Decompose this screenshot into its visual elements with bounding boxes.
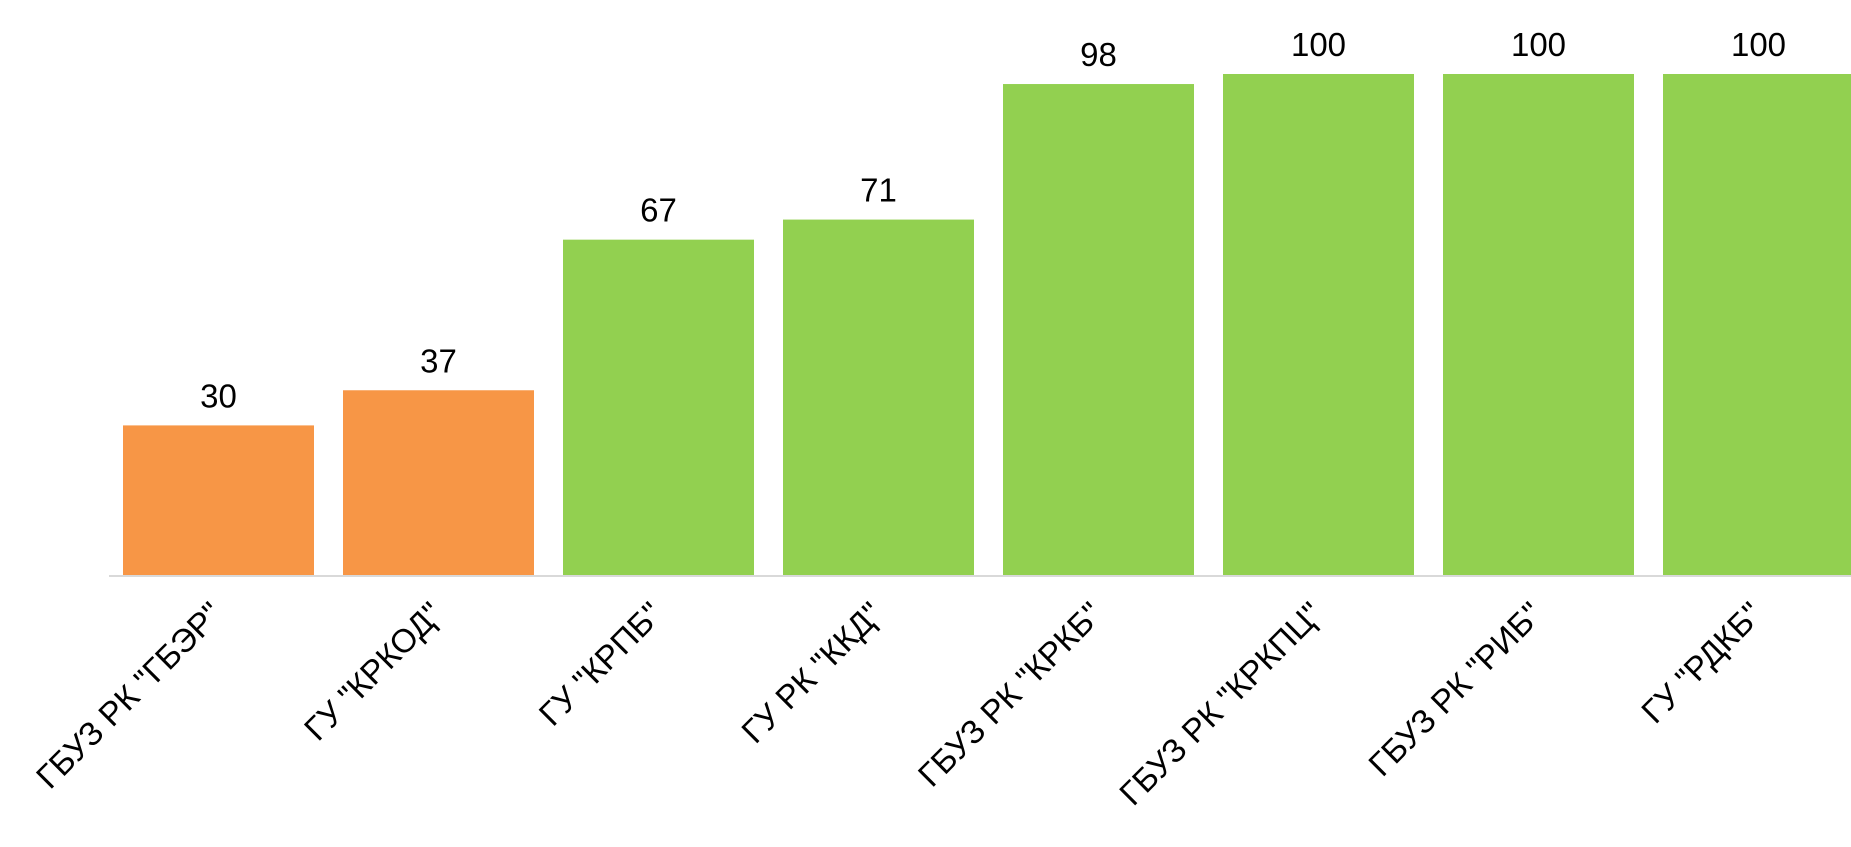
bar (1663, 74, 1851, 576)
data-label: 71 (860, 172, 897, 209)
bar (783, 219, 974, 576)
bar (343, 390, 534, 576)
x-tick-label: ГБУЗ РК "КРКБ" (911, 595, 1110, 794)
x-tick-label: ГБУЗ РК "РИБ" (1361, 595, 1549, 783)
data-label: 100 (1291, 26, 1346, 63)
data-label: 30 (200, 377, 237, 414)
bar (563, 239, 754, 576)
data-label: 67 (640, 192, 677, 229)
data-label: 100 (1511, 26, 1566, 63)
bar (1443, 74, 1634, 576)
bar (1223, 74, 1414, 576)
bar (1003, 84, 1194, 576)
x-tick-label: ГБУЗ РК "ГБЭР" (29, 595, 230, 796)
bar (123, 425, 314, 576)
data-label: 37 (420, 342, 457, 379)
x-tick-label: ГУ "КРКОД" (297, 595, 450, 748)
data-label: 98 (1080, 36, 1117, 73)
x-tick-label: ГУ "КРПБ" (532, 595, 670, 733)
x-tick-label: ГУ "РДКБ" (1634, 595, 1769, 730)
data-label: 100 (1731, 26, 1786, 63)
x-tick-label: ГБУЗ РК "КРКПЦ" (1112, 595, 1329, 812)
x-tick-label: ГУ РК "ККД" (734, 595, 889, 750)
